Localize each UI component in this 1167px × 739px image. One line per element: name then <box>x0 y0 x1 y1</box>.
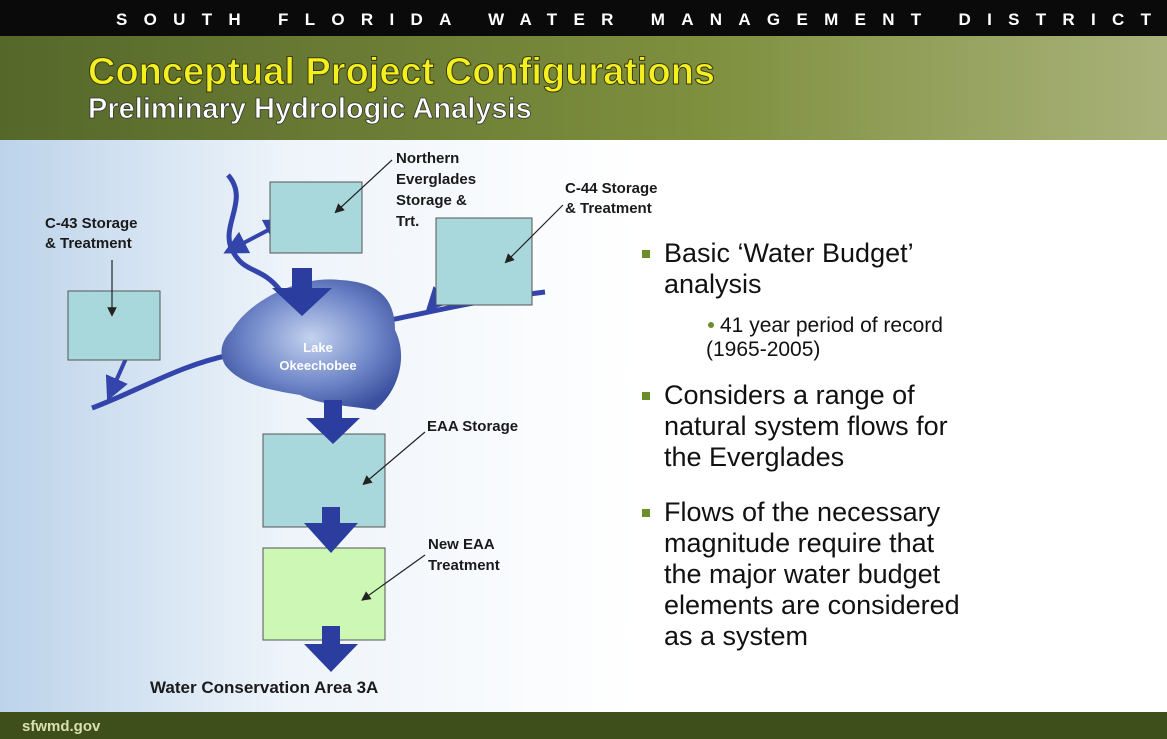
footer-url: sfwmd.gov <box>22 718 101 735</box>
bullet-text: Considers a range of <box>664 380 915 410</box>
page: SOUTH FLORIDA WATER MANAGEMENT DISTRICT … <box>0 0 1167 739</box>
label: C-44 Storage <box>565 180 658 197</box>
label: Water Conservation Area 3A <box>150 678 378 697</box>
footer-bar <box>0 712 1167 739</box>
bullet-text: Flows of the necessary <box>664 497 941 527</box>
lake-label: Okeechobee <box>279 358 356 373</box>
label: & Treatment <box>565 200 652 217</box>
label: C-43 Storage <box>45 215 138 232</box>
bullet-marker <box>642 250 650 258</box>
label: EAA Storage <box>427 418 518 435</box>
bullet-text: the major water budget <box>664 559 941 589</box>
bullet-text: Basic ‘Water Budget’ <box>664 238 914 268</box>
label: New EAA <box>428 536 495 553</box>
slide: SOUTH FLORIDA WATER MANAGEMENT DISTRICT … <box>0 0 1167 739</box>
label: Northern <box>396 150 459 167</box>
sub-bullet-text: 41 year period of record <box>720 314 943 337</box>
sub-bullet-text: (1965-2005) <box>706 338 820 361</box>
bullet-text: natural system flows for <box>664 411 948 441</box>
bullet-text: as a system <box>664 621 808 651</box>
bullet-text: the Everglades <box>664 442 844 472</box>
bullet-text: analysis <box>664 269 762 299</box>
bullet-text: magnitude require that <box>664 528 935 558</box>
label: & Treatment <box>45 235 132 252</box>
subtitle: Preliminary Hydrologic Analysis <box>88 93 532 125</box>
lake-label: Lake <box>303 340 333 355</box>
label: Everglades <box>396 171 476 188</box>
bullet-text: elements are considered <box>664 590 960 620</box>
bullet-marker <box>642 392 650 400</box>
label: Treatment <box>428 557 500 574</box>
label: Trt. <box>396 213 419 230</box>
bullet-marker <box>642 509 650 517</box>
sub-bullet-marker <box>708 322 714 328</box>
label: Storage & <box>396 192 467 209</box>
title: Conceptual Project Configurations <box>88 51 715 93</box>
